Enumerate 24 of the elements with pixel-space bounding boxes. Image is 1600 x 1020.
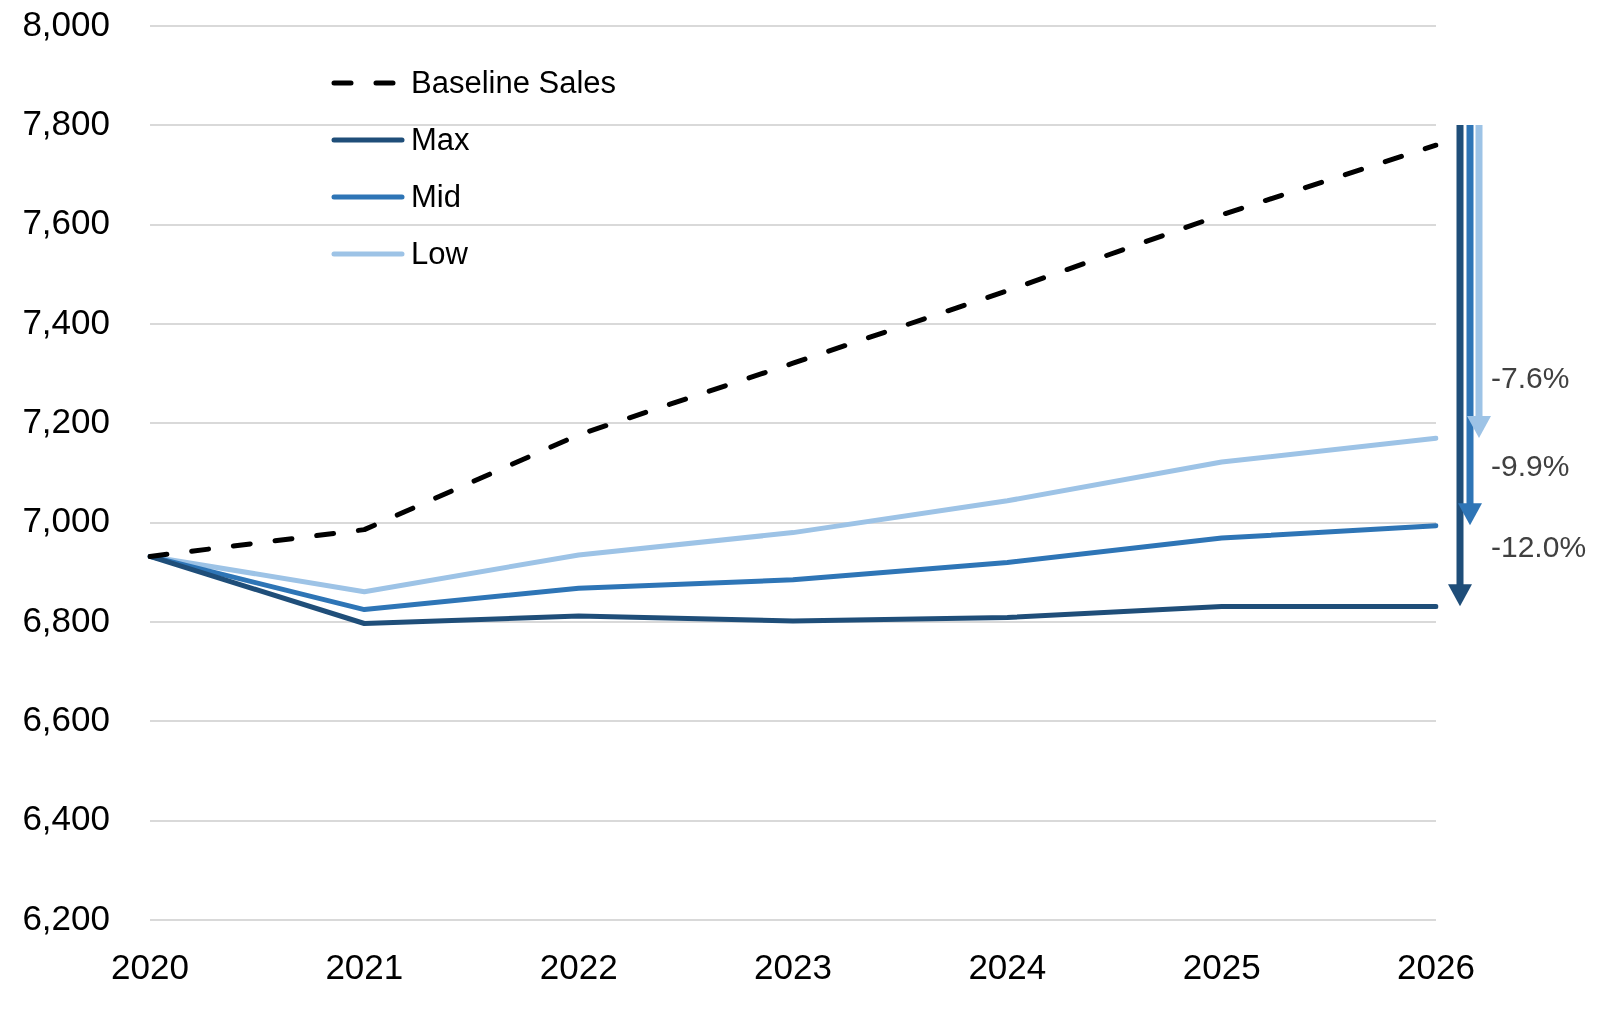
x-tick-label: 2020 xyxy=(111,946,189,986)
x-tick-label: 2022 xyxy=(539,946,618,986)
annotation: -9.9% xyxy=(1491,447,1570,484)
y-tick-label: 7,000 xyxy=(22,500,110,540)
x-tick-label: 2024 xyxy=(968,946,1047,986)
legend-label: Low xyxy=(411,235,468,272)
annotation: -12.0% xyxy=(1491,528,1587,565)
y-tick-label: 6,200 xyxy=(22,897,110,937)
legend-label: Mid xyxy=(411,178,461,215)
y-tick-label: 8,000 xyxy=(22,3,110,43)
y-tick-label: 6,800 xyxy=(22,599,110,639)
y-tick-label: 6,400 xyxy=(22,798,110,838)
x-tick-label: 2023 xyxy=(754,946,832,986)
x-tick-label: 2026 xyxy=(1397,946,1475,986)
annotation: -7.6% xyxy=(1491,360,1570,397)
legend-label: Max xyxy=(411,121,470,158)
y-tick-label: 7,600 xyxy=(22,202,110,242)
y-tick-label: 6,600 xyxy=(22,698,110,738)
y-tick-label: 7,400 xyxy=(22,301,110,341)
legend-label: Baseline Sales xyxy=(411,64,617,101)
y-tick-label: 7,200 xyxy=(22,400,110,440)
x-tick-label: 2021 xyxy=(325,946,404,986)
y-tick-label: 7,800 xyxy=(22,102,110,142)
x-tick-label: 2025 xyxy=(1182,946,1261,986)
